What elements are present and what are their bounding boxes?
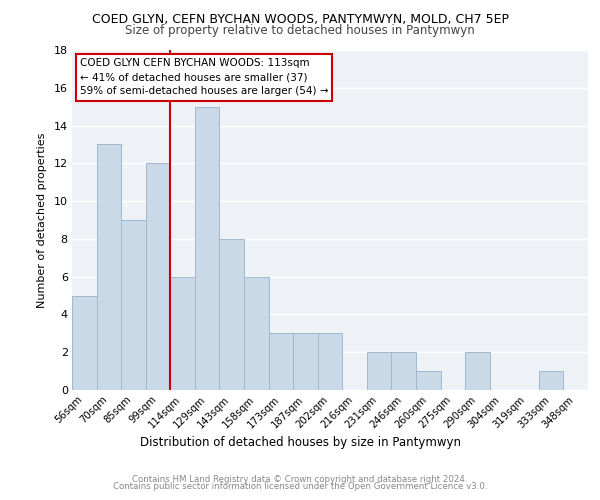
Bar <box>367 352 391 390</box>
Bar <box>121 220 146 390</box>
Text: Size of property relative to detached houses in Pantymwyn: Size of property relative to detached ho… <box>125 24 475 37</box>
Bar <box>146 164 170 390</box>
Bar <box>539 371 563 390</box>
Text: Contains public sector information licensed under the Open Government Licence v3: Contains public sector information licen… <box>113 482 487 491</box>
Text: Distribution of detached houses by size in Pantymwyn: Distribution of detached houses by size … <box>139 436 461 449</box>
Text: Contains HM Land Registry data © Crown copyright and database right 2024.: Contains HM Land Registry data © Crown c… <box>132 475 468 484</box>
Bar <box>97 144 121 390</box>
Text: COED GLYN, CEFN BYCHAN WOODS, PANTYMWYN, MOLD, CH7 5EP: COED GLYN, CEFN BYCHAN WOODS, PANTYMWYN,… <box>91 12 509 26</box>
Bar <box>269 334 293 390</box>
Bar <box>170 276 195 390</box>
Text: COED GLYN CEFN BYCHAN WOODS: 113sqm
← 41% of detached houses are smaller (37)
59: COED GLYN CEFN BYCHAN WOODS: 113sqm ← 41… <box>80 58 328 96</box>
Bar <box>416 371 440 390</box>
Bar <box>318 334 342 390</box>
Y-axis label: Number of detached properties: Number of detached properties <box>37 132 47 308</box>
Bar <box>244 276 269 390</box>
Bar <box>220 239 244 390</box>
Bar <box>195 106 220 390</box>
Bar <box>465 352 490 390</box>
Bar <box>72 296 97 390</box>
Bar <box>293 334 318 390</box>
Bar <box>391 352 416 390</box>
